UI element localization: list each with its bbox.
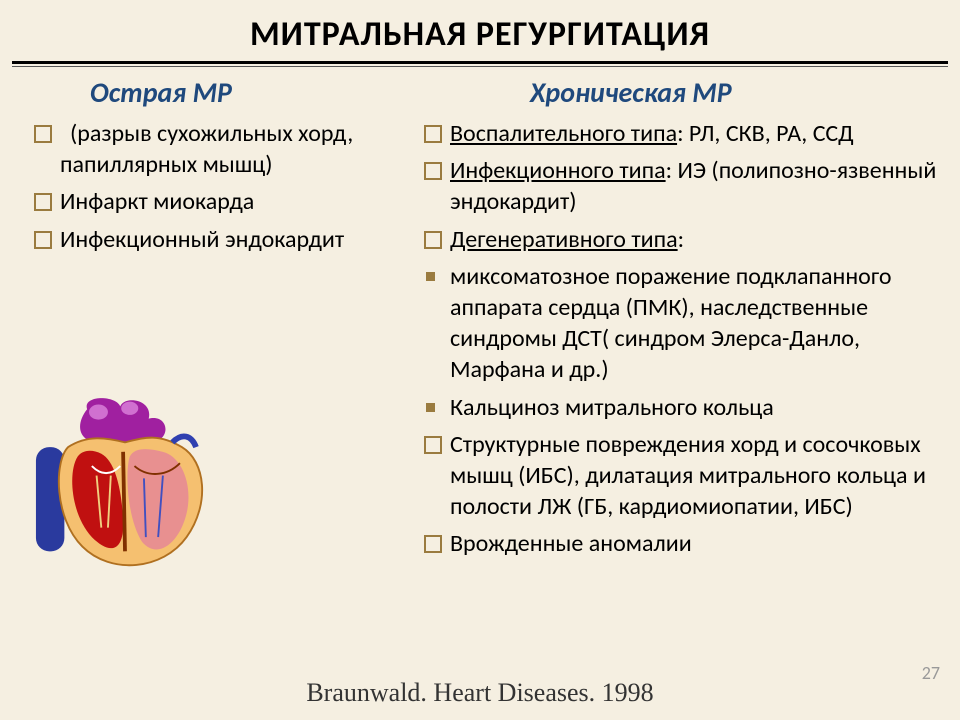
list-subitem: Кальциноз митрального кольца <box>420 392 940 423</box>
list-item: Инфаркт миокарда <box>30 186 410 217</box>
underlined-label: Воспалительного типа <box>450 119 677 148</box>
list-item: Воспалительного типа: РЛ, СКВ, РА, ССД <box>420 118 940 149</box>
item-rest: : <box>678 225 684 254</box>
left-heading: Острая МР <box>30 75 410 110</box>
list-subitem: миксоматозное поражение подклапанного ап… <box>420 261 940 386</box>
citation: Braunwald. Heart Diseases. 1998 <box>0 678 960 708</box>
heart-illustration <box>30 395 220 575</box>
list-item: Инфекционный эндокардит <box>30 224 410 255</box>
list-item: Структурные повреждения хорд и сосочковы… <box>420 429 940 523</box>
slide-title: МИТРАЛЬНАЯ РЕГУРГИТАЦИЯ <box>0 0 960 61</box>
list-item: Дегенеративного типа: <box>420 224 940 255</box>
item-text: (разрыв сухожильных хорд, папиллярных мы… <box>60 119 353 179</box>
item-rest: : РЛ, СКВ, РА, ССД <box>677 119 854 148</box>
right-column: Хроническая МР Воспалительного типа: РЛ,… <box>420 75 940 565</box>
list-item: (разрыв сухожильных хорд, папиллярных мы… <box>30 118 410 180</box>
underlined-label: Дегенеративного типа <box>450 225 678 254</box>
underlined-label: Инфекционного типа <box>450 156 666 185</box>
divider-thick <box>12 61 948 64</box>
left-list: (разрыв сухожильных хорд, папиллярных мы… <box>30 118 410 255</box>
right-heading: Хроническая МР <box>420 75 940 110</box>
list-item: Инфекционного типа: ИЭ (полипозно-язвенн… <box>420 155 940 217</box>
list-item: Врожденные аномалии <box>420 528 940 559</box>
right-list: Воспалительного типа: РЛ, СКВ, РА, ССД И… <box>420 118 940 559</box>
